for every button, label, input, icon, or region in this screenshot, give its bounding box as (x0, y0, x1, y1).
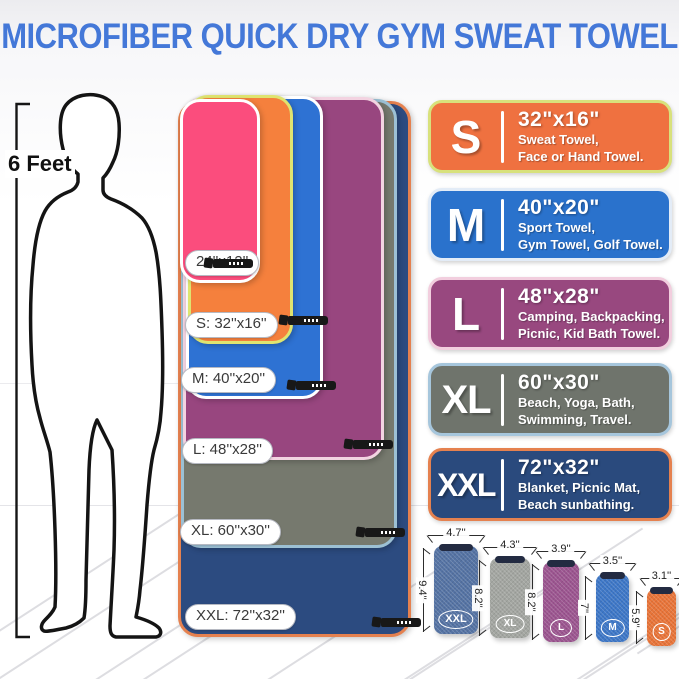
card-divider (501, 458, 504, 511)
size-description-line2: Swimming, Travel. (518, 411, 632, 427)
brand-tag (213, 259, 253, 268)
fold-strip (547, 560, 575, 567)
height-label: 9.4'' (416, 577, 428, 603)
width-measure: 4.3'' (484, 539, 536, 551)
person-outline (28, 92, 165, 639)
folded-towel-m: 3.5'' 7'' M (578, 555, 635, 642)
folded-towel-body: L (543, 560, 579, 642)
height-label: 8.2'' (472, 585, 484, 611)
card-divider (501, 110, 504, 163)
height-measure-line (15, 102, 30, 639)
fold-strip (494, 556, 526, 563)
size-card-s: S 32"x16" Sweat Towel, Face or Hand Towe… (428, 100, 672, 173)
size-card-xxl: XXL 72"x32" Blanket, Picnic Mat, Beach s… (428, 448, 672, 521)
height-measure: 8.2'' (525, 564, 537, 640)
width-label: 3.5'' (599, 555, 626, 567)
height-measure: 5.9'' (629, 591, 641, 644)
folded-towel-body: S (647, 587, 676, 646)
towel-size-label: M: 40''x20'' (181, 367, 277, 393)
size-dimensions: 48"x28" (518, 284, 600, 308)
width-measure: 4.7'' (428, 527, 484, 539)
fold-strip (439, 544, 473, 551)
folded-towel-xxl: 4.7'' 9.4'' XXL (416, 527, 484, 634)
size-letter: S (450, 110, 482, 163)
width-measure: 3.5'' (590, 555, 635, 567)
size-description-line2: Gym Towel, Golf Towel. (518, 236, 663, 252)
towel-24x12: 24''x12'' (180, 99, 260, 283)
width-label: 3.1'' (648, 570, 675, 582)
size-dimensions: 72"x32" (518, 455, 600, 479)
size-dimensions: 32"x16" (518, 107, 600, 131)
size-badge: M (600, 619, 625, 637)
size-description-line1: Blanket, Picnic Mat, (518, 479, 641, 495)
towel-size-label: S: 32''x16'' (185, 312, 278, 338)
size-description-line1: Sweat Towel, (518, 131, 599, 147)
size-letter: XXL (437, 466, 496, 503)
size-badge: XXL (438, 610, 474, 629)
product-title: MICROFIBER QUICK DRY GYM SWEAT TOWEL (1, 16, 678, 57)
size-badge: S (652, 623, 671, 641)
size-badge: L (549, 619, 573, 637)
size-card-m: M 40"x20" Sport Towel, Gym Towel, Golf T… (428, 188, 672, 261)
card-divider (501, 373, 504, 426)
folded-towel-body: XL (490, 556, 530, 638)
size-card-l: L 48"x28" Camping, Backpacking, Picnic, … (428, 277, 672, 350)
folded-towel-xl: 4.3'' 8.2'' XL (472, 539, 536, 638)
height-measure: 7'' (578, 576, 590, 640)
width-label: 4.3'' (497, 539, 523, 551)
height-label: 7'' (578, 599, 590, 617)
size-description-line1: Beach, Yoga, Bath, (518, 394, 635, 410)
towel-size-label: XXL: 72''x32'' (185, 604, 297, 630)
height-measure: 8.2'' (472, 560, 484, 636)
size-letter: L (451, 287, 481, 340)
folded-towel-s: 3.1'' 5.9'' S (629, 570, 679, 646)
fold-strip (599, 572, 626, 579)
width-label: 3.9'' (548, 543, 574, 555)
size-description-line2: Face or Hand Towel. (518, 148, 644, 164)
card-divider (501, 287, 504, 340)
folded-towel-body: XXL (434, 544, 478, 634)
size-description-line2: Beach sunbathing. (518, 496, 635, 512)
size-card-xl: XL 60"x30" Beach, Yoga, Bath, Swimming, … (428, 363, 672, 436)
fold-strip (650, 587, 673, 594)
towel-size-label: L: 48''x28'' (182, 438, 274, 464)
folded-towel-body: M (596, 572, 629, 642)
towel-size-label: XL: 60''x30'' (180, 519, 282, 545)
size-letter: XL (441, 377, 491, 422)
brand-tag (365, 528, 405, 537)
height-label: 5.9'' (629, 604, 641, 631)
size-description-line1: Sport Towel, (518, 219, 596, 235)
brand-tag (296, 381, 336, 390)
size-badge: XL (495, 615, 525, 633)
width-measure: 3.9'' (537, 543, 585, 555)
size-dimensions: 60"x30" (518, 370, 600, 394)
height-label: 8.2'' (525, 589, 537, 615)
size-description-line1: Camping, Backpacking, (518, 308, 665, 324)
width-label: 4.7'' (443, 527, 469, 539)
height-measure: 9.4'' (416, 548, 428, 632)
size-description-line2: Picnic, Kid Bath Towel. (518, 325, 661, 341)
six-feet-label: 6 Feet (5, 150, 75, 178)
brand-tag (353, 440, 393, 449)
folded-towel-l: 3.9'' 8.2'' L (525, 543, 585, 642)
size-dimensions: 40"x20" (518, 195, 600, 219)
card-divider (501, 198, 504, 251)
brand-tag (381, 618, 421, 627)
brand-tag (288, 316, 328, 325)
size-letter: M (446, 198, 486, 251)
width-measure: 3.1'' (641, 570, 679, 582)
